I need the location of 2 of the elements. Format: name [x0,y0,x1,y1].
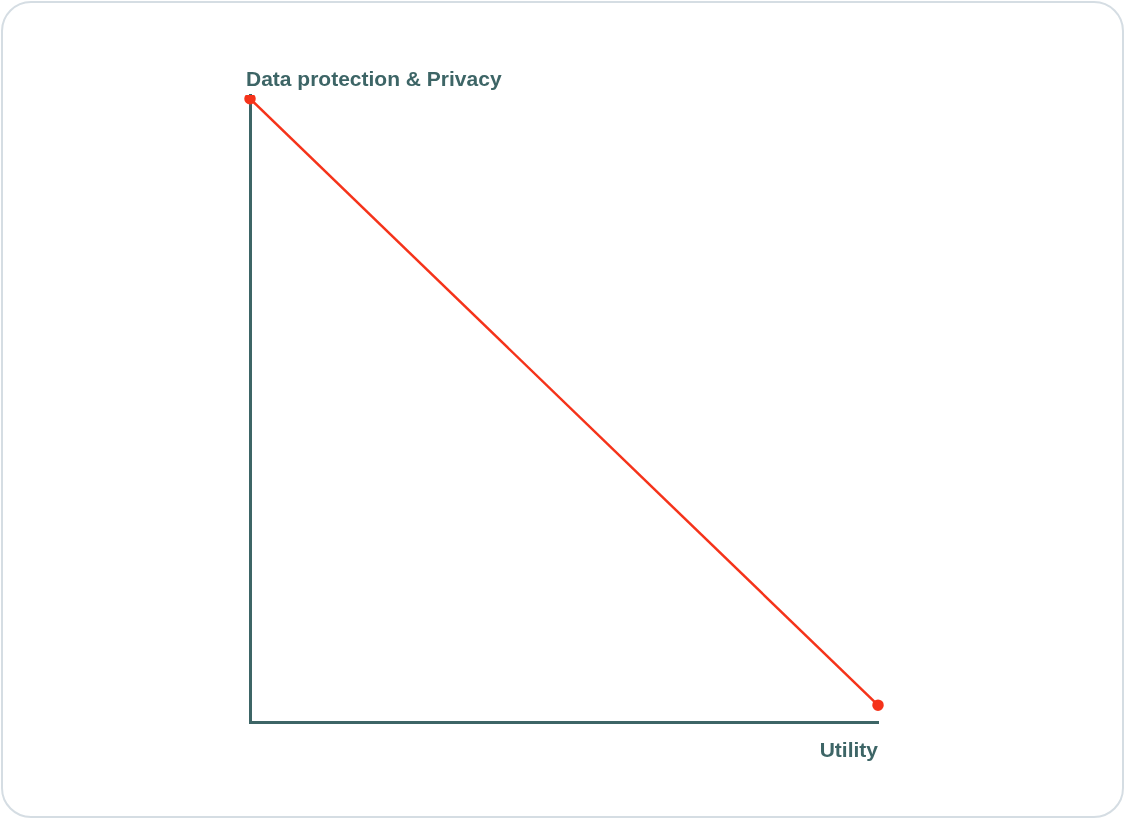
x-axis-title: Utility [819,738,879,761]
y-axis-title: Data protection & Privacy [246,67,502,90]
